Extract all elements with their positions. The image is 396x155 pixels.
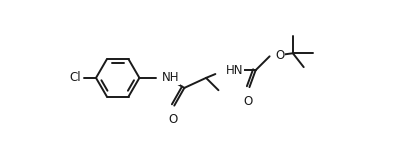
Text: NH: NH: [162, 71, 179, 84]
Text: Cl: Cl: [69, 71, 80, 84]
Text: O: O: [243, 95, 253, 108]
Text: O: O: [275, 49, 284, 62]
Text: O: O: [168, 113, 177, 126]
Text: HN: HN: [226, 64, 244, 77]
